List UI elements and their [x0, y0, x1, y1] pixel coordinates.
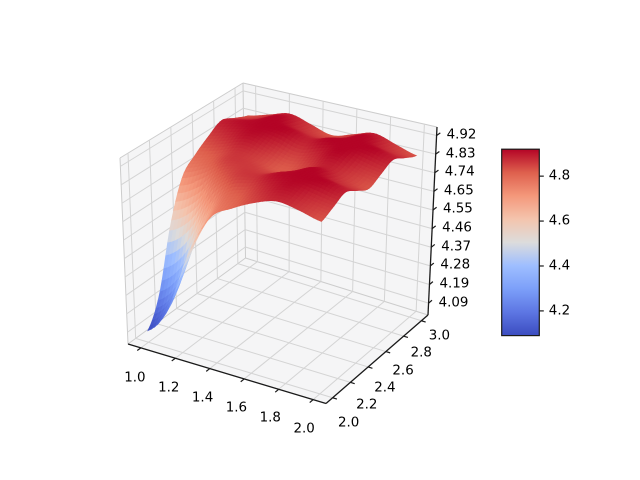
z-tick-label: 4.55: [443, 201, 473, 217]
y-tick-label: 3.0: [428, 328, 451, 344]
colorbar-tick-label: 4.6: [548, 213, 571, 229]
y-tick-label: 2.6: [392, 362, 414, 378]
colorbar-tick-label: 4.8: [548, 168, 571, 184]
x-tick-label: 1.6: [225, 400, 248, 416]
colorbar-tick-label: 4.2: [548, 303, 571, 319]
x-tick-label: 1.4: [191, 390, 214, 406]
colorbar: [502, 149, 540, 335]
z-tick-label: 4.65: [443, 183, 474, 199]
x-tick-label: 1.8: [259, 410, 281, 426]
y-tick-label: 2.8: [410, 345, 432, 361]
z-tick-label: 4.83: [445, 145, 476, 161]
x-tick-label: 1.2: [158, 380, 180, 396]
colorbar-tick-label: 4.4: [548, 258, 571, 274]
z-tick-label: 4.46: [442, 220, 472, 236]
y-tick-label: 2.2: [356, 397, 378, 413]
x-tick-label: 1.0: [124, 370, 146, 386]
z-tick-label: 4.92: [446, 127, 477, 143]
y-tick-label: 2.0: [337, 415, 360, 431]
y-tick-label: 2.4: [374, 380, 396, 396]
z-tick-label: 4.28: [440, 257, 471, 273]
z-tick-label: 4.74: [444, 164, 475, 180]
x-tick-label: 2.0: [293, 420, 315, 436]
z-tick-label: 4.19: [439, 276, 470, 292]
z-tick-label: 4.09: [438, 294, 469, 310]
z-tick-label: 4.37: [441, 239, 472, 255]
